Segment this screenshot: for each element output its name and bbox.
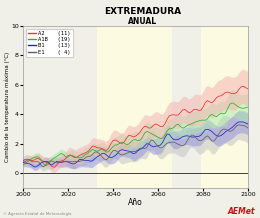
X-axis label: Año: Año xyxy=(128,198,143,207)
Legend: A2    (11), A1B   (19), B1    (13), E1    ( 4): A2 (11), A1B (19), B1 (13), E1 ( 4) xyxy=(26,29,73,57)
Text: ANUAL: ANUAL xyxy=(128,17,158,26)
Y-axis label: Cambio de la temperatura máxima (°C): Cambio de la temperatura máxima (°C) xyxy=(4,52,10,162)
Text: © Agencia Estatal de Meteorología: © Agencia Estatal de Meteorología xyxy=(3,212,71,216)
Text: EXTREMADURA: EXTREMADURA xyxy=(105,7,181,15)
Text: AEMet: AEMet xyxy=(227,207,255,216)
Bar xyxy=(201,26,248,188)
Bar xyxy=(97,26,172,188)
